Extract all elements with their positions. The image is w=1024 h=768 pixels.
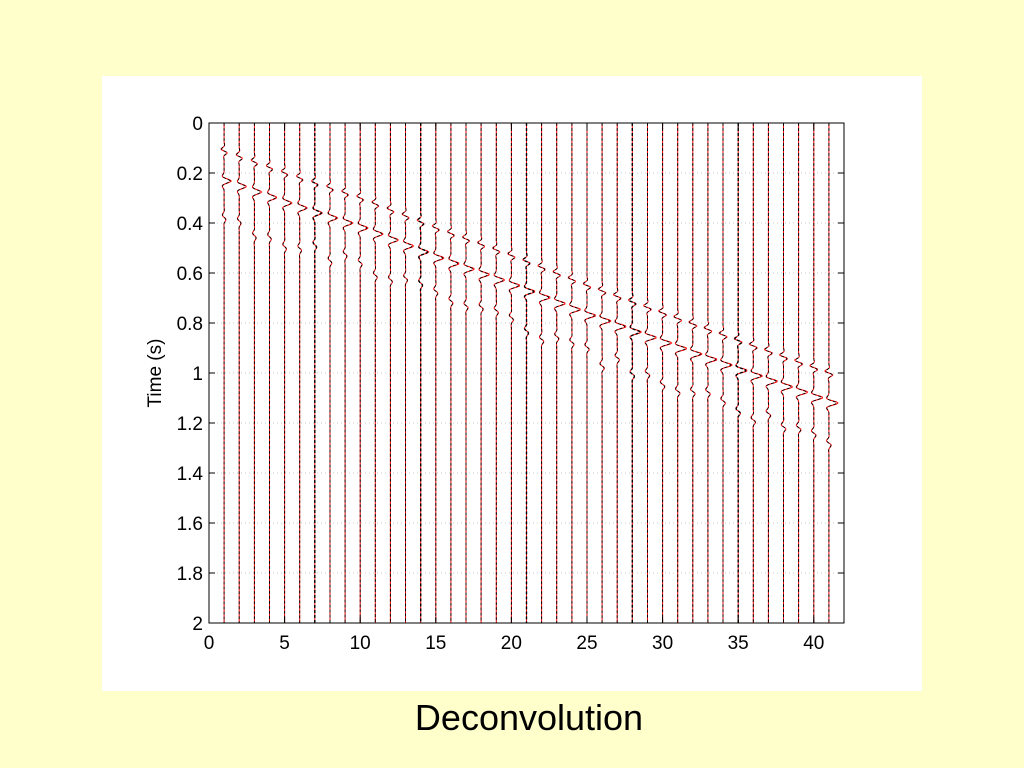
trace-21-red [522,123,536,623]
x-tick-label: 40 [803,633,824,654]
trace-series [220,123,839,623]
trace-27-dashed [613,123,625,623]
trace-19-red [491,123,506,623]
x-tick-label: 30 [652,633,673,654]
trace-13-red [401,123,415,623]
y-tick-label: 1 [192,364,203,385]
y-tick-label: 0.8 [177,314,203,335]
trace-14-red [416,123,430,623]
trace-8-red [325,123,339,623]
trace-22-dashed [538,123,549,623]
trace-14-dashed [416,123,429,623]
trace-10-dashed [356,123,368,623]
y-tick-label: 1.4 [177,464,204,485]
trace-25-dashed [583,123,595,623]
x-tick-label: 10 [350,633,371,654]
trace-5-dashed [281,123,292,623]
trace-22-red [537,123,551,623]
trace-2-dashed [236,123,246,623]
trace-9-red [341,123,354,623]
trace-36-red [748,123,764,623]
trace-33-dashed [704,123,716,623]
x-tick-label: 0 [204,633,215,654]
y-tick-label: 2 [192,614,203,635]
trace-37-dashed [764,123,777,623]
trace-34-dashed [719,123,732,623]
trace-24-dashed [568,123,580,623]
trace-30-dashed [658,123,671,623]
trace-41-dashed [824,123,838,623]
trace-36-dashed [749,123,762,623]
trace-26-dashed [598,123,611,623]
trace-11-dashed [371,123,383,623]
trace-20-dashed [507,123,519,623]
trace-38-dashed [779,123,792,623]
trace-24-red [567,123,581,623]
trace-19-dashed [492,123,504,623]
trace-23-red [552,123,566,623]
trace-32-red [688,123,703,623]
slide-caption: Deconvolution [414,697,644,738]
trace-8-dashed [326,123,338,623]
y-tick-label: 0.6 [177,264,203,285]
trace-6-dashed [296,123,307,623]
trace-12-dashed [386,123,398,623]
trace-40-red [809,123,824,623]
axis-ticks: 00.20.40.60.811.21.41.61.820 5 10 15 20 25 30 3… [177,114,844,654]
trace-4-dashed [266,123,276,623]
trace-33-red [703,123,718,623]
y-tick-label: 1.8 [177,564,203,585]
trace-29-dashed [643,123,656,623]
trace-15-red [431,123,445,623]
trace-16-dashed [447,123,458,623]
trace-9-dashed [341,123,353,623]
trace-12-red [386,123,399,623]
trace-23-dashed [553,123,565,623]
trace-3-red [250,123,263,623]
trace-28-dashed [628,123,641,623]
x-tick-label: 20 [501,633,522,654]
x-tick-label: 25 [576,633,597,654]
trace-31-dashed [674,123,686,623]
trace-17-dashed [462,123,474,623]
trace-40-dashed [809,123,822,623]
trace-32-dashed [688,123,702,623]
trace-13-dashed [402,123,413,623]
trace-1-dashed [220,123,231,623]
trace-3-dashed [251,123,262,623]
x-tick-label: 5 [279,633,290,654]
trace-37-red [764,123,778,623]
trace-18-dashed [477,123,489,623]
x-tick-label: 15 [425,633,446,654]
trace-31-red [673,123,687,623]
y-tick-label: 0.2 [177,164,203,185]
trace-17-red [461,123,475,623]
trace-10-red [356,123,369,623]
y-axis-label: Time (s) [145,339,166,408]
trace-15-dashed [432,123,444,623]
y-tick-label: 0 [192,114,203,135]
y-tick-label: 0.4 [177,214,204,235]
trace-41-red [824,123,839,623]
y-tick-label: 1.2 [177,414,203,435]
trace-7-dashed [311,123,323,623]
trace-35-dashed [734,123,747,623]
x-tick-label: 35 [728,633,749,654]
trace-21-dashed [522,123,535,623]
y-tick-label: 1.6 [177,514,203,535]
figure-panel: 0 0.2 0.4 0.6 0.8 1 1.2 1.4 1.6 1.8 2 0 5 10 15 20 25 30 3… [102,76,922,691]
trace-18-red [477,123,490,623]
trace-27-red [613,123,627,623]
trace-26-red [597,123,612,623]
trace-39-dashed [794,123,807,623]
wiggle-plot: 00.20.40.60.811.21.41.61.820 5 10 15 20 25 30 3… [145,114,845,654]
